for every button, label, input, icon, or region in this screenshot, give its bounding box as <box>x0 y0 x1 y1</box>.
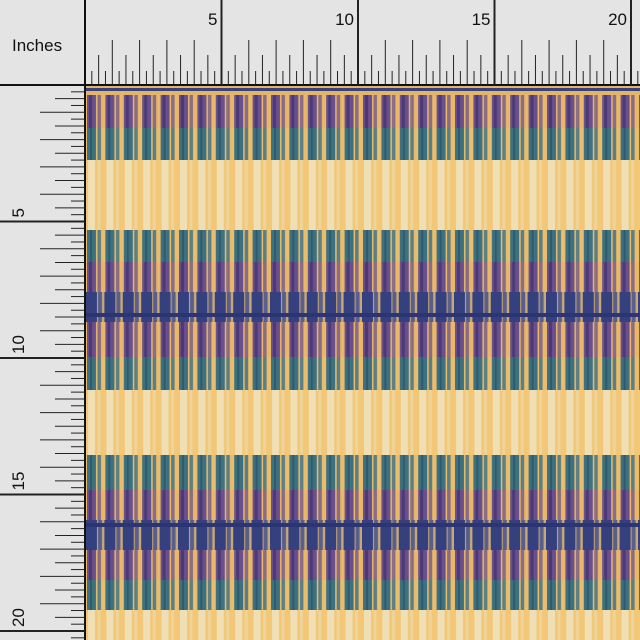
ruler-label: 20 <box>9 608 28 627</box>
ruler-label: 10 <box>335 10 354 29</box>
ruler-label: 5 <box>208 10 217 29</box>
unit-label: Inches <box>12 36 62 55</box>
ruler-label: 15 <box>9 472 28 491</box>
ruler-label: 15 <box>472 10 491 29</box>
ruler-label: 20 <box>608 10 627 29</box>
fabric <box>85 85 640 640</box>
ruler-label: 10 <box>9 335 28 354</box>
ruler-label: 5 <box>9 208 28 217</box>
